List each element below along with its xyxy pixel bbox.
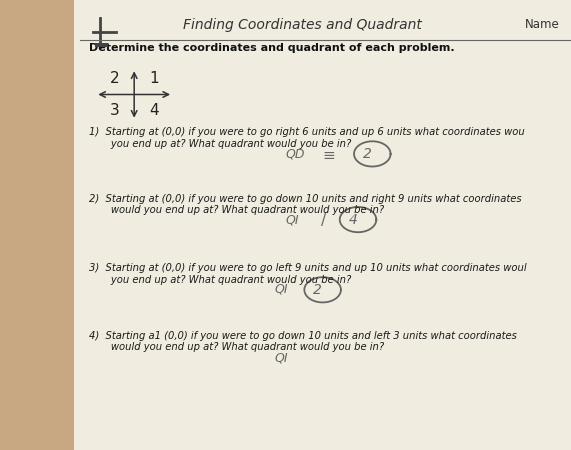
Text: Finding Coordinates and Quadrant: Finding Coordinates and Quadrant <box>183 18 422 32</box>
Text: Determine the coordinates and quadrant of each problem.: Determine the coordinates and quadrant o… <box>89 43 454 53</box>
Text: 4: 4 <box>348 212 357 227</box>
Text: 3)  Starting at (0,0) if you were to go left 9 units and up 10 units what coordi: 3) Starting at (0,0) if you were to go l… <box>89 263 526 285</box>
Text: Name: Name <box>525 18 560 31</box>
Text: QI: QI <box>274 283 288 295</box>
Text: 2)  Starting at (0,0) if you were to go down 10 units and right 9 units what coo: 2) Starting at (0,0) if you were to go d… <box>89 194 521 215</box>
Text: 4)  Starting a1 (0,0) if you were to go down 10 units and left 3 units what coor: 4) Starting a1 (0,0) if you were to go d… <box>89 331 516 352</box>
Text: /: / <box>321 213 326 228</box>
Text: 2: 2 <box>363 147 372 161</box>
FancyBboxPatch shape <box>74 0 571 450</box>
Text: 1)  Starting at (0,0) if you were to go right 6 units and up 6 units what coordi: 1) Starting at (0,0) if you were to go r… <box>89 127 524 148</box>
Text: ≡: ≡ <box>323 148 335 163</box>
Text: 3: 3 <box>109 103 119 118</box>
FancyBboxPatch shape <box>95 43 108 47</box>
Text: QI: QI <box>286 213 299 226</box>
Text: 2: 2 <box>313 283 322 297</box>
Text: 4: 4 <box>150 103 159 118</box>
Text: QI: QI <box>274 351 288 364</box>
Text: 1: 1 <box>150 71 159 86</box>
Text: QD: QD <box>286 148 305 160</box>
Text: 2: 2 <box>110 71 119 86</box>
